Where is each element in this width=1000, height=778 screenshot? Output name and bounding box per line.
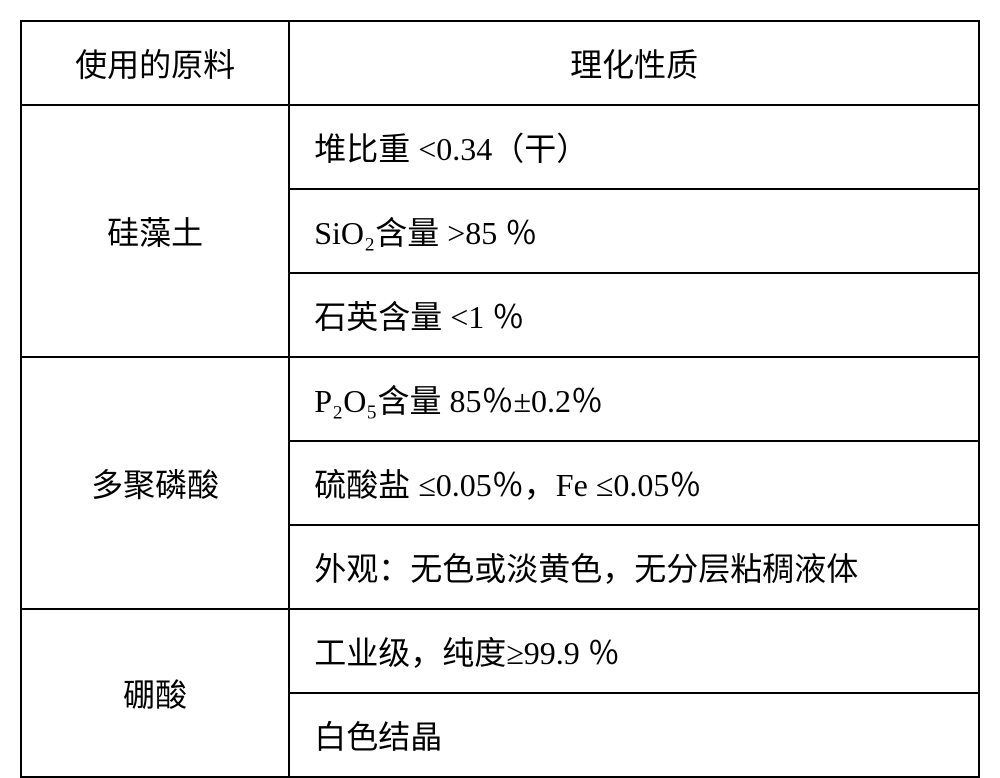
property-cell: 石英含量 <1 ％ — [289, 273, 979, 357]
property-cell: 工业级，纯度≥99.9 ％ — [289, 609, 979, 693]
table-row: 硼酸 工业级，纯度≥99.9 ％ — [21, 609, 979, 693]
material-cell: 硼酸 — [21, 609, 289, 777]
property-cell: SiO₂含量 >85 ％ — [289, 189, 979, 273]
property-cell: 堆比重 <0.34（干） — [289, 105, 979, 189]
property-cell: 白色结晶 — [289, 693, 979, 777]
property-cell: 硫酸盐 ≤0.05％，Fe ≤0.05％ — [289, 441, 979, 525]
header-material: 使用的原料 — [21, 21, 289, 105]
materials-table: 使用的原料 理化性质 硅藻土 堆比重 <0.34（干） SiO₂含量 >85 ％… — [20, 20, 980, 778]
material-cell: 多聚磷酸 — [21, 357, 289, 609]
property-cell: P₂O₅含量 85％±0.2％ — [289, 357, 979, 441]
property-cell: 外观：无色或淡黄色，无分层粘稠液体 — [289, 525, 979, 609]
table-row: 多聚磷酸 P₂O₅含量 85％±0.2％ — [21, 357, 979, 441]
header-property: 理化性质 — [289, 21, 979, 105]
table-row: 硅藻土 堆比重 <0.34（干） — [21, 105, 979, 189]
table-header-row: 使用的原料 理化性质 — [21, 21, 979, 105]
material-cell: 硅藻土 — [21, 105, 289, 357]
